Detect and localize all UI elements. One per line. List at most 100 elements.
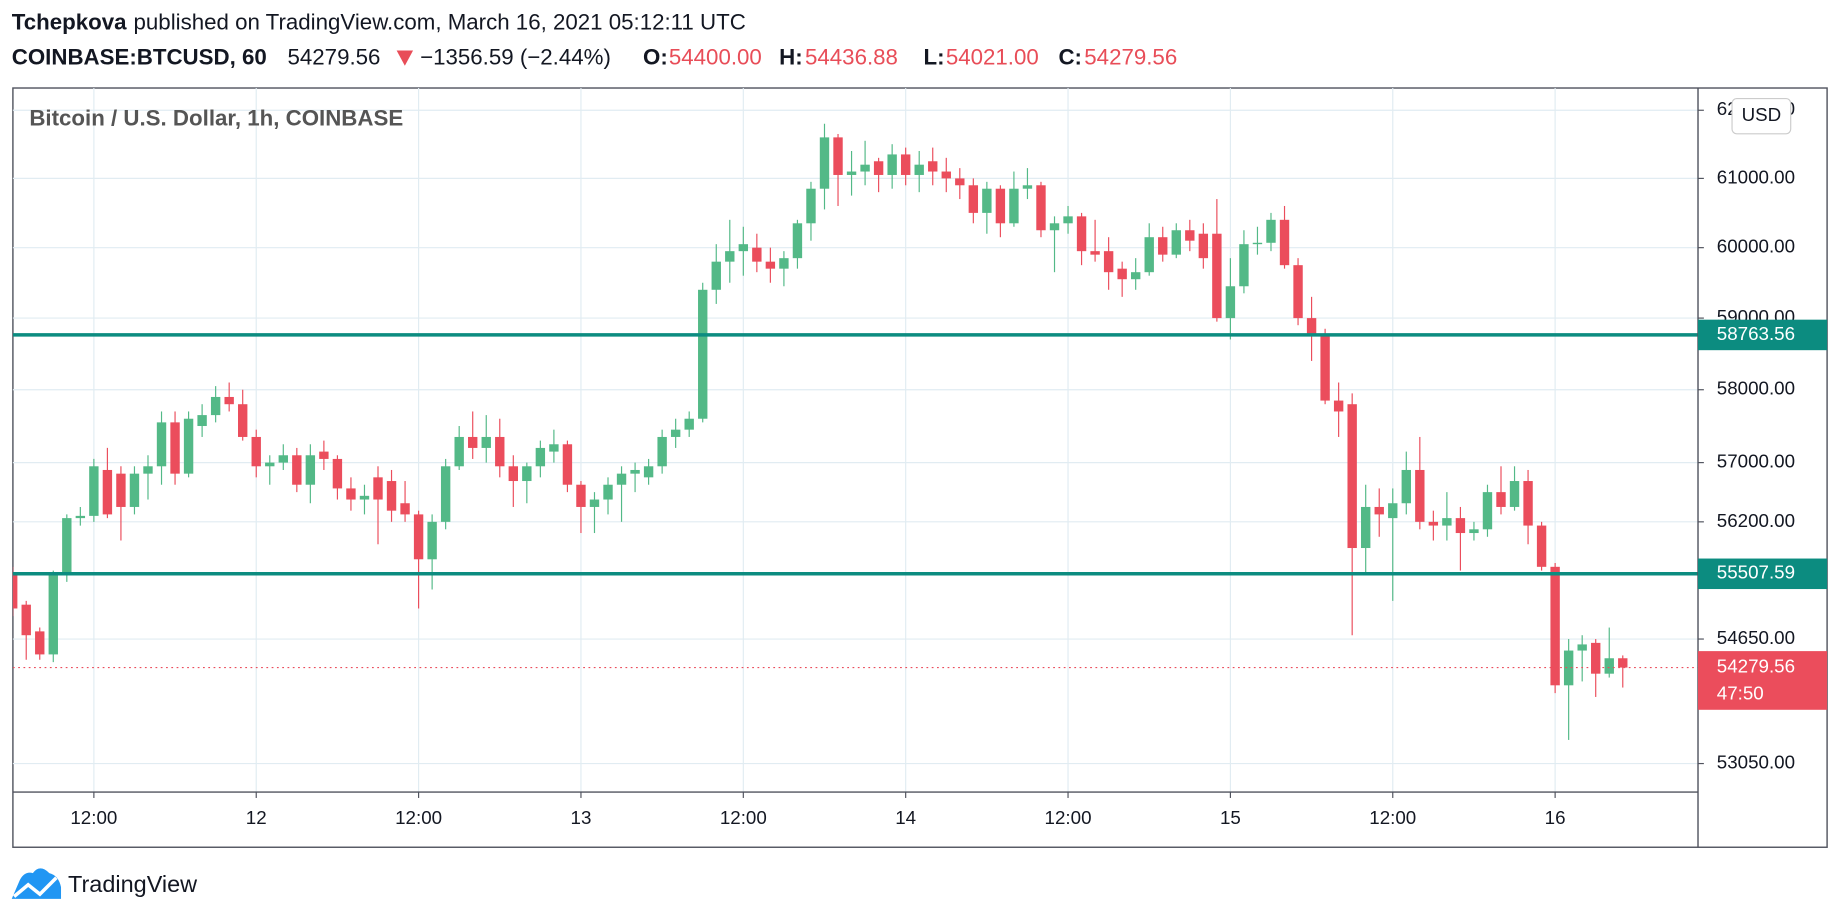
candle-body xyxy=(522,466,532,482)
candle-body xyxy=(698,289,708,419)
candle-body xyxy=(102,469,113,515)
candle-body xyxy=(210,396,221,416)
line-label-bg xyxy=(1698,558,1828,590)
ohlc-value: 54279.56 xyxy=(1084,45,1177,70)
candle-body xyxy=(1130,272,1141,280)
candle-body xyxy=(1306,318,1317,334)
candle-body xyxy=(1442,518,1452,526)
candle-body xyxy=(900,154,911,175)
candle-body xyxy=(1076,216,1087,252)
x-tick-label: 16 xyxy=(1545,807,1566,828)
candle-body xyxy=(1252,242,1263,245)
candle-body xyxy=(914,164,924,175)
candle-body xyxy=(156,422,167,467)
logo-icon xyxy=(11,868,62,899)
candle-body xyxy=(1009,188,1019,224)
candle-body xyxy=(495,436,505,467)
candle-body xyxy=(982,188,992,213)
x-tick-label: 13 xyxy=(571,807,592,828)
candle-body xyxy=(1591,642,1601,674)
candle-body xyxy=(1523,481,1533,526)
candle-body xyxy=(1496,492,1506,507)
candle-body xyxy=(535,447,546,467)
candle-body xyxy=(319,451,329,459)
candle-body xyxy=(1374,506,1384,515)
candle-body xyxy=(292,455,302,485)
candle-body xyxy=(955,178,965,186)
grid xyxy=(12,88,1699,793)
candle-body xyxy=(549,444,559,452)
candle-body xyxy=(1509,481,1520,507)
candle-body xyxy=(1117,268,1127,280)
ohlc-label: C: xyxy=(1058,45,1082,70)
x-tick-label: 12:00 xyxy=(1369,807,1416,828)
candle-body xyxy=(332,458,343,489)
candle-body xyxy=(143,466,153,474)
y-tick-label: 54650.00 xyxy=(1717,627,1795,648)
candle-body xyxy=(305,455,316,485)
candle-body xyxy=(346,488,356,500)
ohlc-value: 54021.00 xyxy=(946,45,1039,70)
plot xyxy=(12,123,1699,740)
x-tick-label: 15 xyxy=(1220,807,1241,828)
candle-body xyxy=(1022,185,1033,189)
price-label-bg xyxy=(1698,651,1828,710)
brand: TradingView xyxy=(68,871,197,897)
candle-body xyxy=(765,261,776,269)
change: −1356.59 (−2.44%) xyxy=(420,45,611,70)
candle-body xyxy=(873,161,884,175)
candle-body xyxy=(657,436,667,467)
line-label: 55507.59 xyxy=(1717,562,1795,583)
candle-body xyxy=(373,477,383,500)
candle-body xyxy=(1293,265,1303,319)
y-tick-label: 58000.00 xyxy=(1717,378,1795,399)
candle-body xyxy=(1036,185,1046,231)
candle-body xyxy=(643,466,654,478)
ohlc-value: 54400.00 xyxy=(669,45,762,70)
ohlc-label: H: xyxy=(779,45,803,70)
candle-body xyxy=(1550,566,1560,686)
candle-body xyxy=(1266,219,1276,243)
candle-body xyxy=(1063,216,1073,224)
candle-body xyxy=(806,188,816,224)
candle-body xyxy=(12,574,18,609)
candle-body xyxy=(1536,525,1547,567)
candle-body xyxy=(1279,219,1290,266)
candle-body xyxy=(576,484,586,507)
line-label-bg xyxy=(1698,319,1828,351)
candle-body xyxy=(197,415,207,427)
countdown: 47:50 xyxy=(1717,682,1764,703)
candle-body xyxy=(413,514,424,560)
candle-body xyxy=(1198,233,1209,259)
candle-body xyxy=(35,631,45,655)
candle-body xyxy=(779,258,789,269)
candle-body xyxy=(1347,404,1357,549)
ohlc-value: 54436.88 xyxy=(805,45,898,70)
down-arrow xyxy=(396,50,414,66)
candle-body xyxy=(1482,492,1493,530)
candle-body xyxy=(616,473,627,485)
candle-body xyxy=(1144,237,1154,273)
candle-body xyxy=(238,404,248,437)
published: published on TradingView.com, March 16, … xyxy=(134,9,746,34)
candle-body xyxy=(725,251,735,262)
candle-body xyxy=(1103,251,1114,273)
candle-body xyxy=(116,473,126,507)
currency: USD xyxy=(1742,104,1782,125)
candle-body xyxy=(833,137,843,175)
candle-body xyxy=(1415,469,1425,522)
candle-body xyxy=(1563,650,1574,686)
x-tick-label: 12:00 xyxy=(70,807,117,828)
candle-body xyxy=(1469,529,1479,534)
candle-body xyxy=(1239,244,1249,287)
candle-body xyxy=(386,481,397,511)
candle-body xyxy=(1333,400,1344,412)
candle-body xyxy=(440,466,451,522)
symbol: COINBASE:BTCUSD, 60 xyxy=(12,45,267,70)
candle-body xyxy=(630,469,640,474)
candle-body xyxy=(21,604,31,636)
candle-body xyxy=(995,188,1006,224)
candle-body xyxy=(1577,644,1587,651)
candle-body xyxy=(454,436,464,467)
candle-body xyxy=(684,418,694,430)
